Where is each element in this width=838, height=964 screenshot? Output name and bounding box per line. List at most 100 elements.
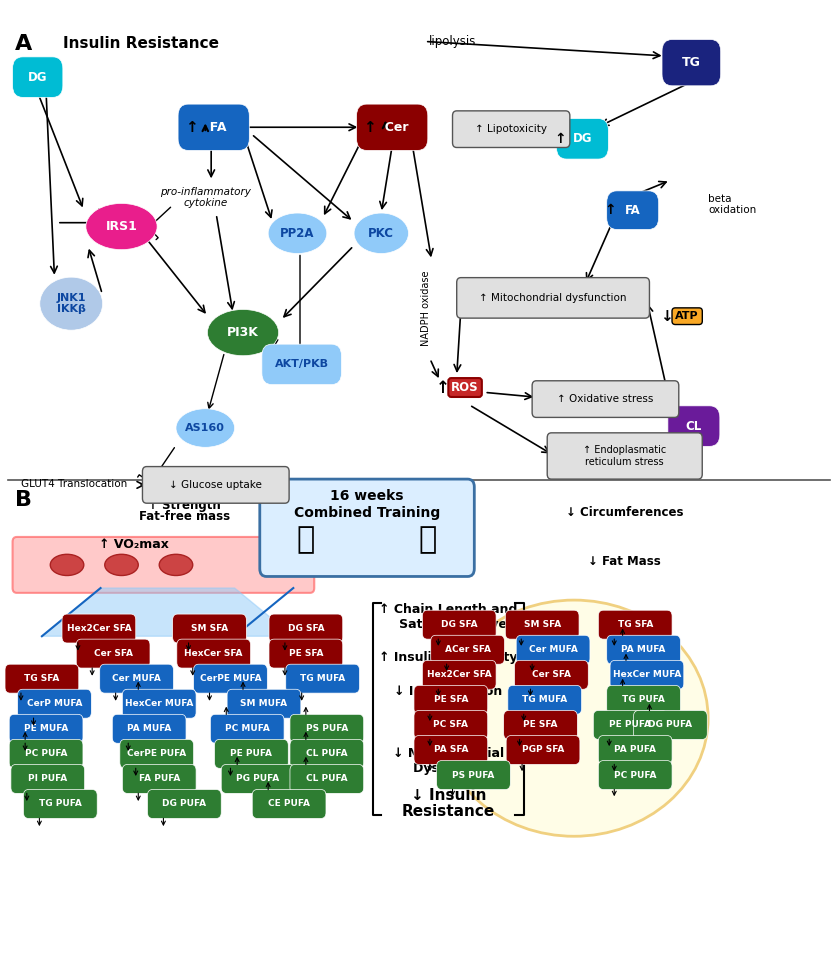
- FancyBboxPatch shape: [13, 57, 63, 97]
- FancyBboxPatch shape: [13, 537, 314, 593]
- FancyBboxPatch shape: [194, 664, 267, 693]
- FancyBboxPatch shape: [422, 610, 496, 639]
- Text: HexCer MUFA: HexCer MUFA: [613, 670, 681, 680]
- FancyBboxPatch shape: [506, 736, 580, 764]
- FancyBboxPatch shape: [18, 689, 91, 718]
- FancyBboxPatch shape: [9, 714, 83, 743]
- Text: ↑ VO₂max: ↑ VO₂max: [99, 538, 169, 551]
- FancyBboxPatch shape: [120, 739, 194, 768]
- Ellipse shape: [207, 309, 278, 356]
- Text: TG SFA: TG SFA: [24, 674, 59, 683]
- Text: CL PUFA: CL PUFA: [306, 749, 348, 759]
- Text: ↓ Mitochondrial: ↓ Mitochondrial: [393, 747, 504, 761]
- Ellipse shape: [40, 278, 103, 330]
- FancyBboxPatch shape: [122, 764, 196, 793]
- Text: PC SFA: PC SFA: [433, 720, 468, 730]
- FancyBboxPatch shape: [221, 764, 295, 793]
- FancyBboxPatch shape: [457, 278, 649, 318]
- Text: SM SFA: SM SFA: [191, 624, 228, 633]
- Ellipse shape: [159, 554, 193, 576]
- FancyBboxPatch shape: [252, 790, 326, 818]
- Ellipse shape: [50, 554, 84, 576]
- FancyBboxPatch shape: [100, 664, 173, 693]
- Text: TG PUFA: TG PUFA: [622, 695, 665, 705]
- FancyBboxPatch shape: [178, 104, 250, 150]
- FancyBboxPatch shape: [504, 710, 577, 739]
- Text: CL PUFA: CL PUFA: [306, 774, 348, 784]
- FancyBboxPatch shape: [556, 119, 608, 159]
- FancyBboxPatch shape: [547, 433, 702, 479]
- Text: PG PUFA: PG PUFA: [236, 774, 280, 784]
- Text: ↓ Fat Mass: ↓ Fat Mass: [588, 554, 660, 568]
- Text: CerPE MUFA: CerPE MUFA: [199, 674, 261, 683]
- Text: PE SFA: PE SFA: [523, 720, 558, 730]
- FancyBboxPatch shape: [598, 736, 672, 764]
- Text: ↑: ↑: [363, 120, 376, 135]
- FancyBboxPatch shape: [598, 761, 672, 790]
- Text: ↑ Lipotoxicity: ↑ Lipotoxicity: [475, 124, 547, 134]
- Text: Insulin Resistance: Insulin Resistance: [63, 36, 219, 51]
- FancyBboxPatch shape: [508, 685, 582, 714]
- Text: 🏋: 🏋: [297, 525, 315, 554]
- Text: ACer SFA: ACer SFA: [445, 645, 490, 655]
- Text: TG PUFA: TG PUFA: [39, 799, 82, 809]
- FancyBboxPatch shape: [431, 635, 504, 664]
- FancyBboxPatch shape: [290, 764, 364, 793]
- Text: TG SFA: TG SFA: [618, 620, 653, 629]
- FancyBboxPatch shape: [227, 689, 301, 718]
- Text: PE PUFA: PE PUFA: [230, 749, 272, 759]
- FancyBboxPatch shape: [515, 660, 588, 689]
- Ellipse shape: [176, 409, 235, 447]
- Text: Fat-free mass: Fat-free mass: [139, 510, 230, 523]
- FancyBboxPatch shape: [261, 344, 342, 385]
- Text: JNK1
IKKβ: JNK1 IKKβ: [56, 293, 86, 314]
- Text: Dysfunction: Dysfunction: [400, 762, 497, 775]
- Text: Combined Training: Combined Training: [294, 506, 440, 520]
- FancyBboxPatch shape: [290, 739, 364, 768]
- Text: NADPH oxidase: NADPH oxidase: [421, 271, 431, 346]
- Text: ↓ Insulin: ↓ Insulin: [411, 788, 486, 803]
- Text: ATP: ATP: [675, 311, 699, 321]
- FancyBboxPatch shape: [668, 406, 720, 446]
- Text: CerPE PUFA: CerPE PUFA: [127, 749, 186, 759]
- Text: A: A: [15, 34, 33, 54]
- Ellipse shape: [85, 203, 157, 250]
- FancyBboxPatch shape: [76, 639, 150, 668]
- Ellipse shape: [354, 213, 409, 254]
- Text: CL: CL: [685, 419, 702, 433]
- Text: TG: TG: [682, 56, 701, 69]
- Text: Cer SFA: Cer SFA: [94, 649, 132, 658]
- FancyBboxPatch shape: [607, 635, 680, 664]
- Text: DG PUFA: DG PUFA: [649, 720, 692, 730]
- FancyBboxPatch shape: [147, 790, 221, 818]
- Text: 16 weeks: 16 weeks: [330, 490, 404, 503]
- FancyBboxPatch shape: [414, 710, 488, 739]
- Text: ↓: ↓: [660, 308, 673, 324]
- Text: AKT/PKB: AKT/PKB: [275, 360, 328, 369]
- Text: AS160: AS160: [185, 423, 225, 433]
- Text: ROS: ROS: [452, 381, 478, 394]
- Text: pro-inflammatory
cytokine: pro-inflammatory cytokine: [160, 187, 251, 208]
- Text: IRS1: IRS1: [106, 220, 137, 233]
- FancyBboxPatch shape: [11, 764, 85, 793]
- Text: ↑ Strength: ↑ Strength: [148, 498, 220, 512]
- Text: DG SFA: DG SFA: [441, 620, 478, 629]
- Text: HexCer SFA: HexCer SFA: [184, 649, 243, 658]
- FancyBboxPatch shape: [453, 111, 570, 147]
- Text: PA MUFA: PA MUFA: [622, 645, 665, 655]
- Text: SM SFA: SM SFA: [524, 620, 561, 629]
- Text: ↓ ROS: ↓ ROS: [427, 713, 470, 727]
- FancyBboxPatch shape: [607, 685, 680, 714]
- FancyBboxPatch shape: [593, 710, 667, 739]
- Text: FA: FA: [201, 120, 226, 134]
- FancyBboxPatch shape: [173, 614, 246, 643]
- Ellipse shape: [268, 213, 327, 254]
- Text: ↑ Endoplasmatic
reticulum stress: ↑ Endoplasmatic reticulum stress: [582, 445, 666, 467]
- Text: lipolysis: lipolysis: [429, 35, 476, 48]
- FancyBboxPatch shape: [269, 614, 343, 643]
- Text: ↑: ↑: [604, 203, 616, 217]
- Text: PS PUFA: PS PUFA: [306, 724, 348, 734]
- Text: ↑ Mitochondrial dysfunction: ↑ Mitochondrial dysfunction: [479, 293, 627, 303]
- FancyBboxPatch shape: [215, 739, 288, 768]
- FancyBboxPatch shape: [122, 689, 196, 718]
